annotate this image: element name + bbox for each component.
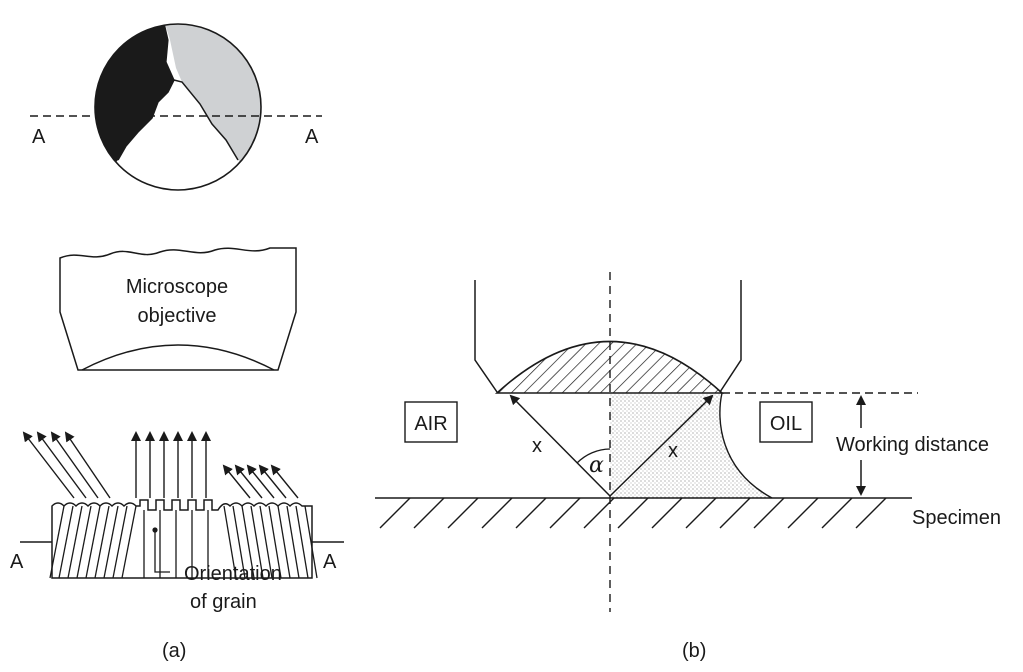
specimen-hatch-line [787,497,819,529]
specimen-hatch-line [447,497,479,529]
specimen-hatching [379,497,887,529]
objective-label-line1: Microscope [126,276,228,298]
grain-line-left [76,505,92,579]
section-label-left: A [32,126,46,148]
objective-barrel-right [719,280,742,393]
oil-meniscus [719,392,773,499]
specimen-hatch-line [753,497,785,529]
specimen-label: Specimen [912,507,1001,529]
specimen-hatch-line [413,497,445,529]
grain-line-left [103,505,119,579]
grain-section-view: A A Orientation of grain [10,431,344,613]
ray-right-label: x [668,440,678,462]
grain-pointer-line [154,530,170,573]
specimen-hatch-line [651,497,683,529]
specimen-hatch-line [515,497,547,529]
objective-label-line2: objective [138,305,217,327]
section-view-label-right: A [323,551,337,573]
grain-line-right [241,505,255,579]
ray-left [509,394,611,497]
objective-barrel-left [474,280,498,393]
air-label: AIR [414,413,447,435]
specimen-hatch-line [549,497,581,529]
grain-line-right [223,505,237,579]
front-lens [494,340,725,394]
grain-line-right [304,505,318,579]
reflected-ray-arrow [258,464,287,499]
specimen-hatch-line [821,497,853,529]
grain-label-line2: of grain [190,591,257,613]
angle-arc [576,448,611,464]
reflected-ray-arrow [270,464,299,499]
grain-line-right [268,505,282,579]
reflected-light-arrows [22,431,299,499]
grain-line-left [58,505,74,579]
specimen-hatch-line [855,497,887,529]
grain-line-right [259,505,273,579]
oil-box [759,401,813,443]
reflected-ray-arrow [36,431,87,499]
reflected-ray-arrow [234,464,263,499]
ray-left-label: x [532,435,542,457]
panel-b: x x α AIR OIL Working distance Specimen … [375,272,1001,662]
reflected-ray-arrow [50,431,99,499]
grain-line-right [286,505,300,579]
reflected-ray-arrow [222,464,251,499]
grain-line-left [112,505,128,579]
oil-region [610,393,772,498]
grain-line-left [121,505,137,579]
working-distance-label: Working distance [836,434,989,456]
specimen-hatch-line [617,497,649,529]
section-view-label-left: A [10,551,24,573]
ray-right [609,394,714,497]
angle-label: α [589,453,604,478]
grain-line-right [277,505,291,579]
specimen-hatch-line [481,497,513,529]
reflected-ray-arrow [246,464,275,499]
grain-label-line1: Orientation [184,563,282,585]
specimen-hatch-line [583,497,615,529]
caption-a: (a) [162,640,186,662]
specimen-hatch-line [379,497,411,529]
oil-label: OIL [770,413,802,435]
grain-line-left [85,505,101,579]
panel-a: A A Microscope objective A A Orientation… [10,23,344,662]
specimen-hatch-line [719,497,751,529]
grain-circle [94,23,262,191]
reflected-ray-arrow [64,431,111,499]
specimen-hatch-line [685,497,717,529]
caption-b: (b) [682,640,706,662]
grain-orientation-lines [49,505,318,579]
section-label-right: A [305,126,319,148]
grain-line-right [250,505,264,579]
white-grain-boundary [117,79,239,161]
reflected-ray-arrow [22,431,75,499]
grain-line-left [67,505,83,579]
air-box [404,401,458,443]
microscope-objective-a: Microscope objective [59,247,297,371]
grain-line-right [232,505,246,579]
grain-line-right [295,505,309,579]
grain-line-left [49,505,65,579]
grain-line-left [94,505,110,579]
